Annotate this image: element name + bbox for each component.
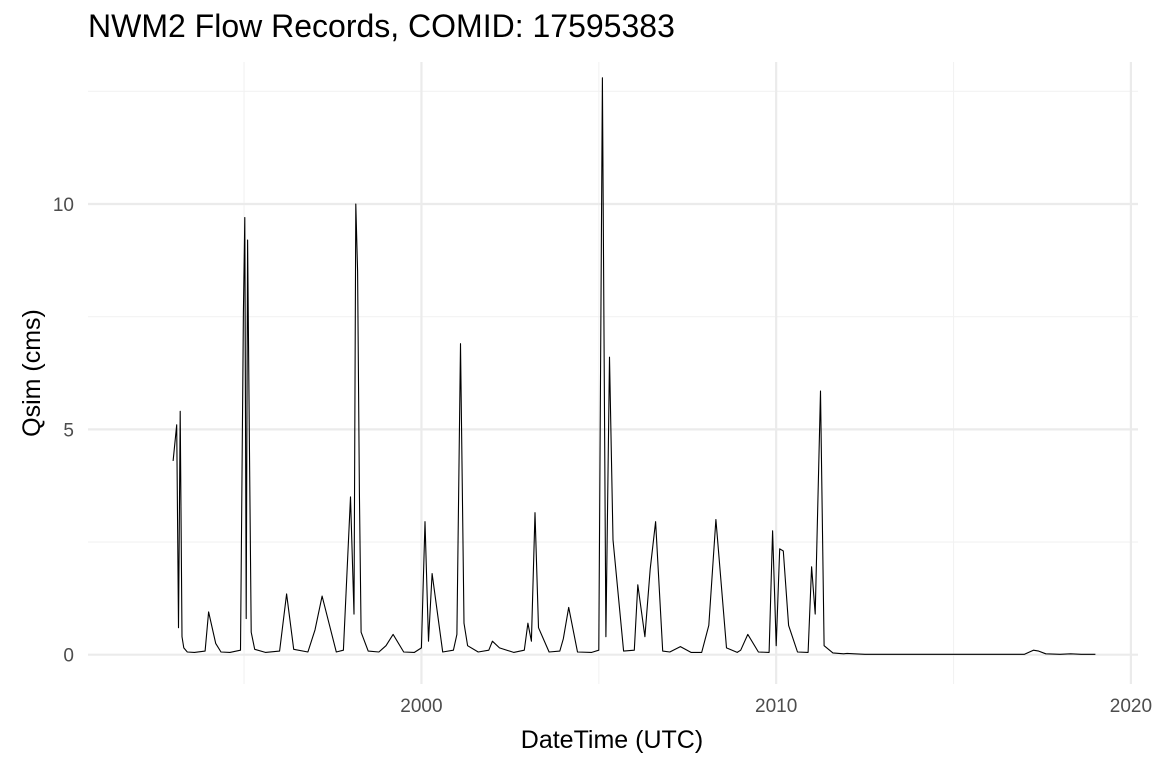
x-axis-title: DateTime (UTC) <box>521 726 703 754</box>
x-tick-label: 2000 <box>400 696 442 717</box>
y-tick-label: 10 <box>53 195 74 216</box>
x-tick-labels: 2000 2010 2020 <box>400 696 1152 717</box>
y-tick-label: 5 <box>63 420 74 441</box>
y-axis-title: Qsim (cms) <box>18 309 46 437</box>
x-tick-label: 2010 <box>755 696 797 717</box>
chart-title: NWM2 Flow Records, COMID: 17595383 <box>88 8 675 44</box>
series-layer <box>172 77 1096 655</box>
flow-series-line <box>172 77 1096 655</box>
y-tick-label: 0 <box>63 646 74 667</box>
x-tick-label: 2020 <box>1110 696 1152 717</box>
y-tick-labels: 0 5 10 <box>53 195 74 667</box>
